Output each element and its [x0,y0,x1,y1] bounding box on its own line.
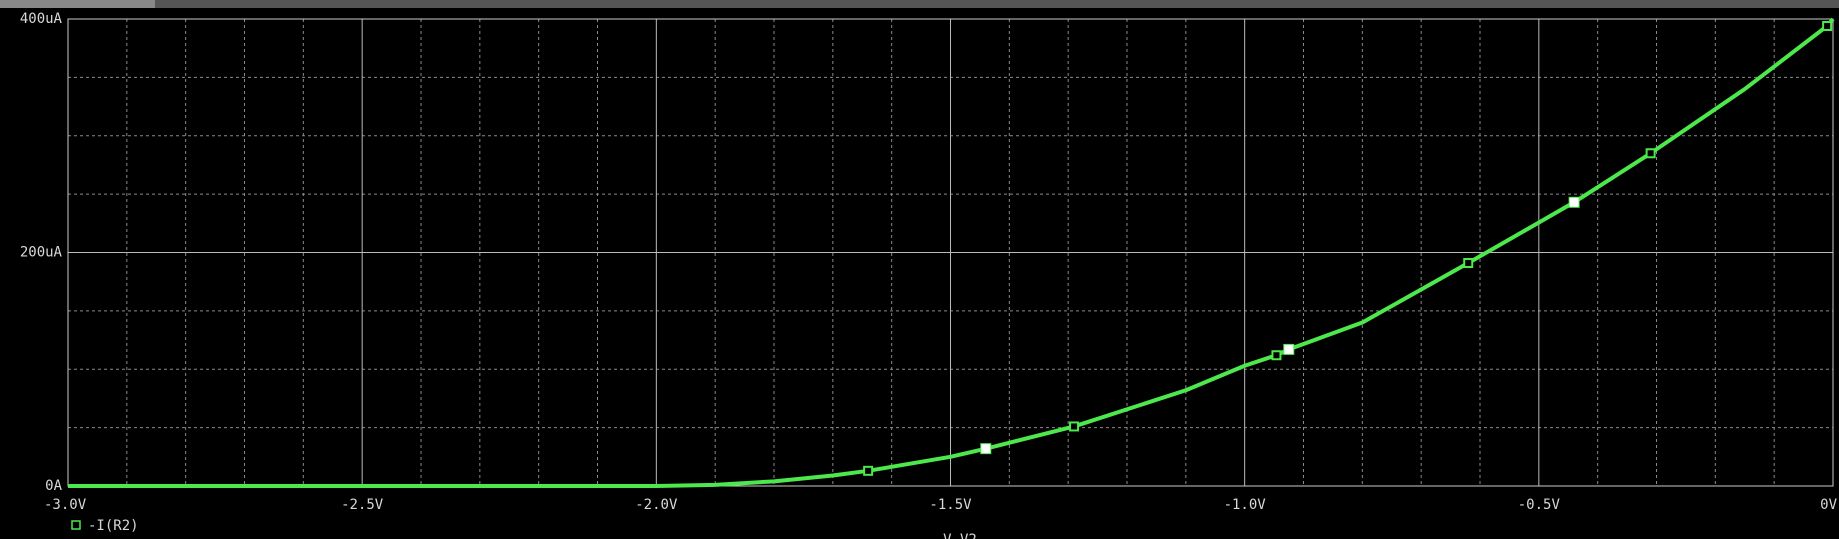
cursor-marker [1283,343,1295,355]
point-marker [1645,148,1656,159]
y-tick-label: 200uA [20,245,63,261]
point-marker [1463,258,1474,269]
y-tick-label: 400uA [20,11,63,27]
series-line [68,17,1835,488]
plot-frame [67,18,1834,487]
x-tick-label: 0V [1820,497,1837,513]
x-tick-label: -1.0V [1224,497,1267,513]
point-marker [1069,421,1080,432]
point-marker [1822,21,1833,32]
legend-label: -I(R2) [88,518,139,534]
y-tick-label: 0A [45,478,62,494]
cursor-marker [1568,196,1580,208]
x-tick-label: -0.5V [1518,497,1561,513]
x-tick-label: -3.0V [44,497,87,513]
top-bar-tab [0,0,155,8]
x-tick-label: -1.5V [929,497,972,513]
point-marker [1271,350,1282,361]
cursor-marker [980,443,992,455]
x-tick-label: -2.0V [635,497,678,513]
x-axis-label: V_V2 [943,532,977,539]
x-tick-label: -2.5V [341,497,384,513]
top-bar [0,0,1839,8]
point-marker [863,465,874,476]
legend-symbol [71,520,81,530]
